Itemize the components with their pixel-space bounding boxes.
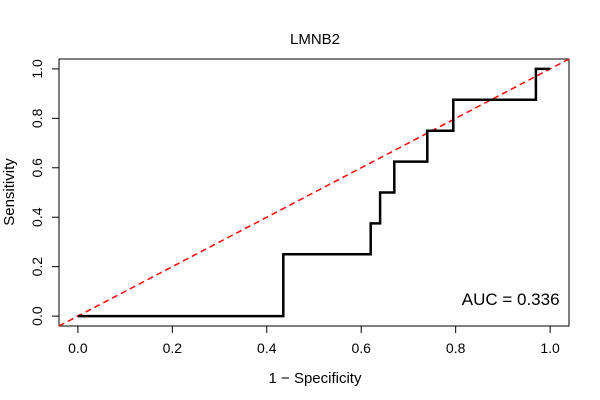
x-tick-label: 0.2 xyxy=(163,340,183,356)
y-tick-label: 0.6 xyxy=(29,158,45,178)
y-axis-label: Sensitivity xyxy=(1,158,18,226)
y-tick-label: 0.8 xyxy=(29,108,45,128)
y-tick-label: 0.2 xyxy=(29,257,45,277)
y-tick-label: 0.4 xyxy=(29,207,45,227)
x-tick-label: 0.8 xyxy=(446,340,466,356)
chart-title: LMNB2 xyxy=(290,31,340,48)
x-tick-label: 0.6 xyxy=(351,340,371,356)
x-tick-label: 1.0 xyxy=(540,340,560,356)
y-tick-label: 1.0 xyxy=(29,59,45,79)
x-axis-label: 1 − Specificity xyxy=(269,370,362,387)
roc-curve xyxy=(77,67,551,318)
y-tick-label: 0.0 xyxy=(29,306,45,326)
x-tick-label: 0.0 xyxy=(68,340,88,356)
auc-annotation: AUC = 0.336 xyxy=(462,290,560,309)
reference-diagonal xyxy=(58,58,570,327)
x-axis: 0.0 0.2 0.4 0.6 0.8 1.0 xyxy=(68,325,560,356)
y-axis: 0.0 0.2 0.4 0.6 0.8 1.0 xyxy=(29,59,60,326)
x-tick-label: 0.4 xyxy=(257,340,277,356)
